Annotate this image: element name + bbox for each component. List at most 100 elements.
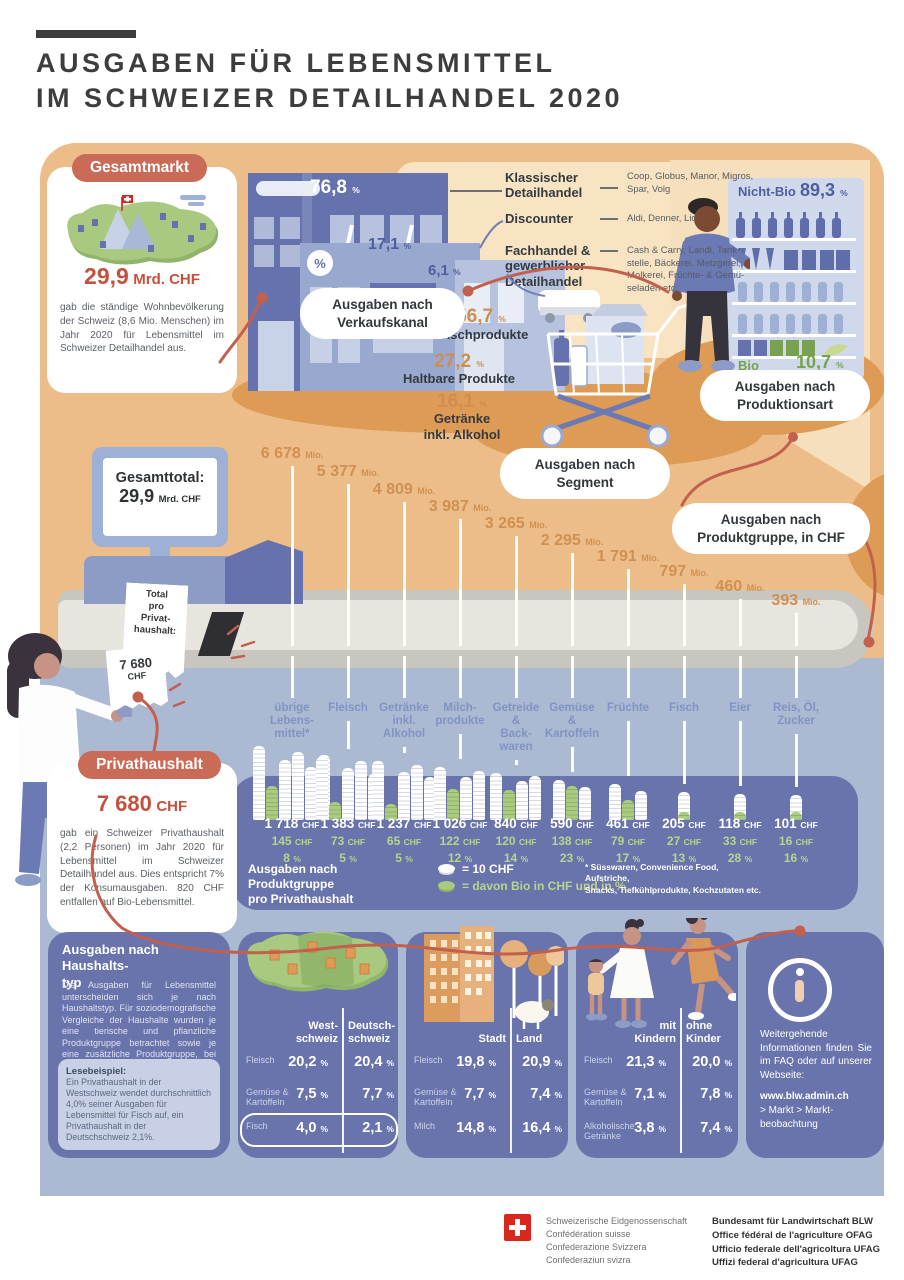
table-row-label: Fleisch: [414, 1055, 443, 1065]
product-total-chf: 1 718 CHF: [264, 816, 320, 831]
table-col2-header: Land: [516, 1032, 543, 1045]
segment-label-haltbar: Haltbare Produkte: [403, 371, 515, 386]
info-path: > Markt > Markt- beobachtung: [760, 1105, 834, 1130]
nicht-bio-label: Nicht-Bio: [738, 184, 796, 199]
coin-stack: [315, 756, 328, 820]
coin-stack: [410, 765, 423, 820]
product-total-chf: 1 026 CHF: [432, 816, 488, 831]
bio-pct: 10,7 %: [796, 352, 844, 372]
product-column-line: [459, 656, 462, 698]
product-column-label: übrige Lebens- mittel*: [269, 702, 315, 741]
table-row-value: 20,4 %: [354, 1054, 394, 1070]
bio-coin-stack: [266, 785, 278, 820]
table-col2-header: Deutsch- schweiz: [348, 1019, 396, 1045]
product-total-chf: 1 383 CHF: [320, 816, 376, 831]
coin-stack: [473, 770, 485, 820]
footer-office: Bundesamt für Landwirtschaft BLW Office …: [712, 1216, 881, 1269]
product-total-chf: 590 CHF: [550, 816, 594, 831]
product-total-chf: 205 CHF: [662, 816, 706, 831]
coin-stack: [733, 794, 746, 820]
bio-coin-stack: [565, 785, 578, 820]
table-divider: [510, 1008, 512, 1153]
coin-stack-group: [371, 760, 437, 820]
swiss-flag-logo: [504, 1214, 531, 1241]
coin-stack-group: [733, 794, 747, 820]
product-column-label: Getränke inkl. Alkohol: [379, 702, 429, 741]
bio-coin-stack: [733, 811, 746, 820]
conveyor-belt-surface: [58, 600, 858, 650]
coin-stack: [789, 794, 802, 820]
product-total-chf: 101 CHF: [774, 816, 818, 831]
register-screen: Gesamttotal: 29,9 Mrd. CHF: [103, 458, 217, 536]
product-column-line: [291, 656, 294, 698]
table-row-value: 16,4 %: [522, 1120, 562, 1136]
bio-coin-stack: [789, 811, 802, 820]
info-body: Weitergehende Informationen finden Sie i…: [760, 1029, 872, 1081]
product-column-line: [795, 656, 798, 698]
product-mio-value: 393 Mio.: [771, 592, 821, 609]
coin-stack: [460, 776, 472, 820]
product-mio-line: [571, 553, 574, 646]
coin-stack: [552, 780, 565, 820]
bio-coin-stack: [447, 789, 459, 820]
lesebeispiel-title: Lesebeispiel:: [66, 1066, 127, 1078]
coin-stack: [279, 759, 291, 820]
product-mio-value: 4 809 Mio.: [372, 481, 436, 498]
table-row-value: 20,0 %: [692, 1054, 732, 1070]
coin-stack: [253, 746, 265, 820]
channel-pct-fachhandel: 6,1 %: [428, 262, 461, 279]
product-column-line2: [795, 734, 798, 787]
coin-stack: [677, 791, 690, 820]
gesamttotal-label: Gesamttotal:: [115, 470, 205, 486]
table-col2-header: ohne Kinder: [686, 1019, 721, 1045]
coin-stack: [305, 767, 317, 820]
product-mio-value: 6 678 Mio.: [260, 445, 324, 462]
product-column-line: [627, 656, 630, 698]
product-mio-line: [347, 484, 350, 646]
privathaushalt-body: gab ein Schweizer Privathaushalt (2,2 Pe…: [60, 828, 224, 908]
table-row-label: Fleisch: [246, 1055, 275, 1065]
product-column-label: Gemüse & Kartoffeln: [544, 702, 600, 741]
product-mio-value: 797 Mio.: [659, 563, 709, 580]
product-total-chf: 840 CHF: [494, 816, 538, 831]
product-footnote: * Süsswaren, Convenience Food, Aufstrich…: [585, 862, 762, 895]
gesamtmarkt-value: 29,9 Mrd. CHF: [84, 263, 200, 289]
product-legend-title: Ausgaben nach Produktgruppe pro Privatha…: [248, 862, 354, 906]
product-column-label: Fleisch: [328, 702, 368, 714]
gesamtmarkt-body: gab die ständige Wohnbevölkerung der Sch…: [60, 302, 224, 355]
table-row-label: Alkoholische Getränke: [584, 1121, 635, 1142]
table-row-value: 4,0 %: [296, 1120, 328, 1136]
coin-stack-group: [789, 794, 803, 820]
channel-examples: Cash & Carry, Landi, Tank- stelle, Bäcke…: [627, 245, 745, 294]
produktionsart-badge: Ausgaben nach Produktionsart: [700, 370, 870, 422]
info-url[interactable]: www.blw.admin.ch: [760, 1091, 849, 1102]
region-map-illustration: [242, 924, 394, 1004]
product-column-line: [739, 656, 742, 698]
coin-stack: [608, 784, 621, 820]
table-row-value: 7,8 %: [700, 1086, 732, 1102]
info-icon: [768, 958, 832, 1022]
lesebeispiel-body: Ein Privathaushalt in der Westschweiz we…: [66, 1077, 212, 1143]
bio-label: Bio: [738, 358, 759, 373]
product-column-line: [571, 656, 574, 698]
bio-coin-stack: [384, 803, 397, 820]
product-column-label: Früchte: [606, 702, 650, 714]
product-column-line: [515, 656, 518, 698]
channel-examples: Coop, Globus, Manor, Migros, Spar, Volg: [627, 171, 754, 195]
product-mio-value: 2 295 Mio.: [540, 532, 604, 549]
product-column-line2: [683, 721, 686, 784]
product-mio-line: [515, 536, 518, 646]
product-mio-line: [683, 584, 686, 646]
product-mio-value: 1 791 Mio.: [596, 548, 660, 565]
kinder-table: mit Kindern ohne Kinder Fleisch 21,3 % 20,0 …: [576, 1008, 738, 1158]
product-column-line: [347, 656, 350, 698]
region-card: West- schweiz Deutsch- schweiz Fleisch 20,2…: [238, 931, 398, 1158]
product-mio-line: [739, 599, 742, 646]
coin-green-icon: [438, 881, 455, 890]
table-row-value: 7,1 %: [634, 1086, 666, 1102]
lesebeispiel-box: Lesebeispiel: Ein Privathaushalt in der …: [58, 1059, 220, 1150]
privathaushalt-badge: Privathaushalt: [78, 751, 221, 779]
coin-white-icon: [438, 864, 455, 873]
coin-stack-group: [677, 791, 691, 820]
